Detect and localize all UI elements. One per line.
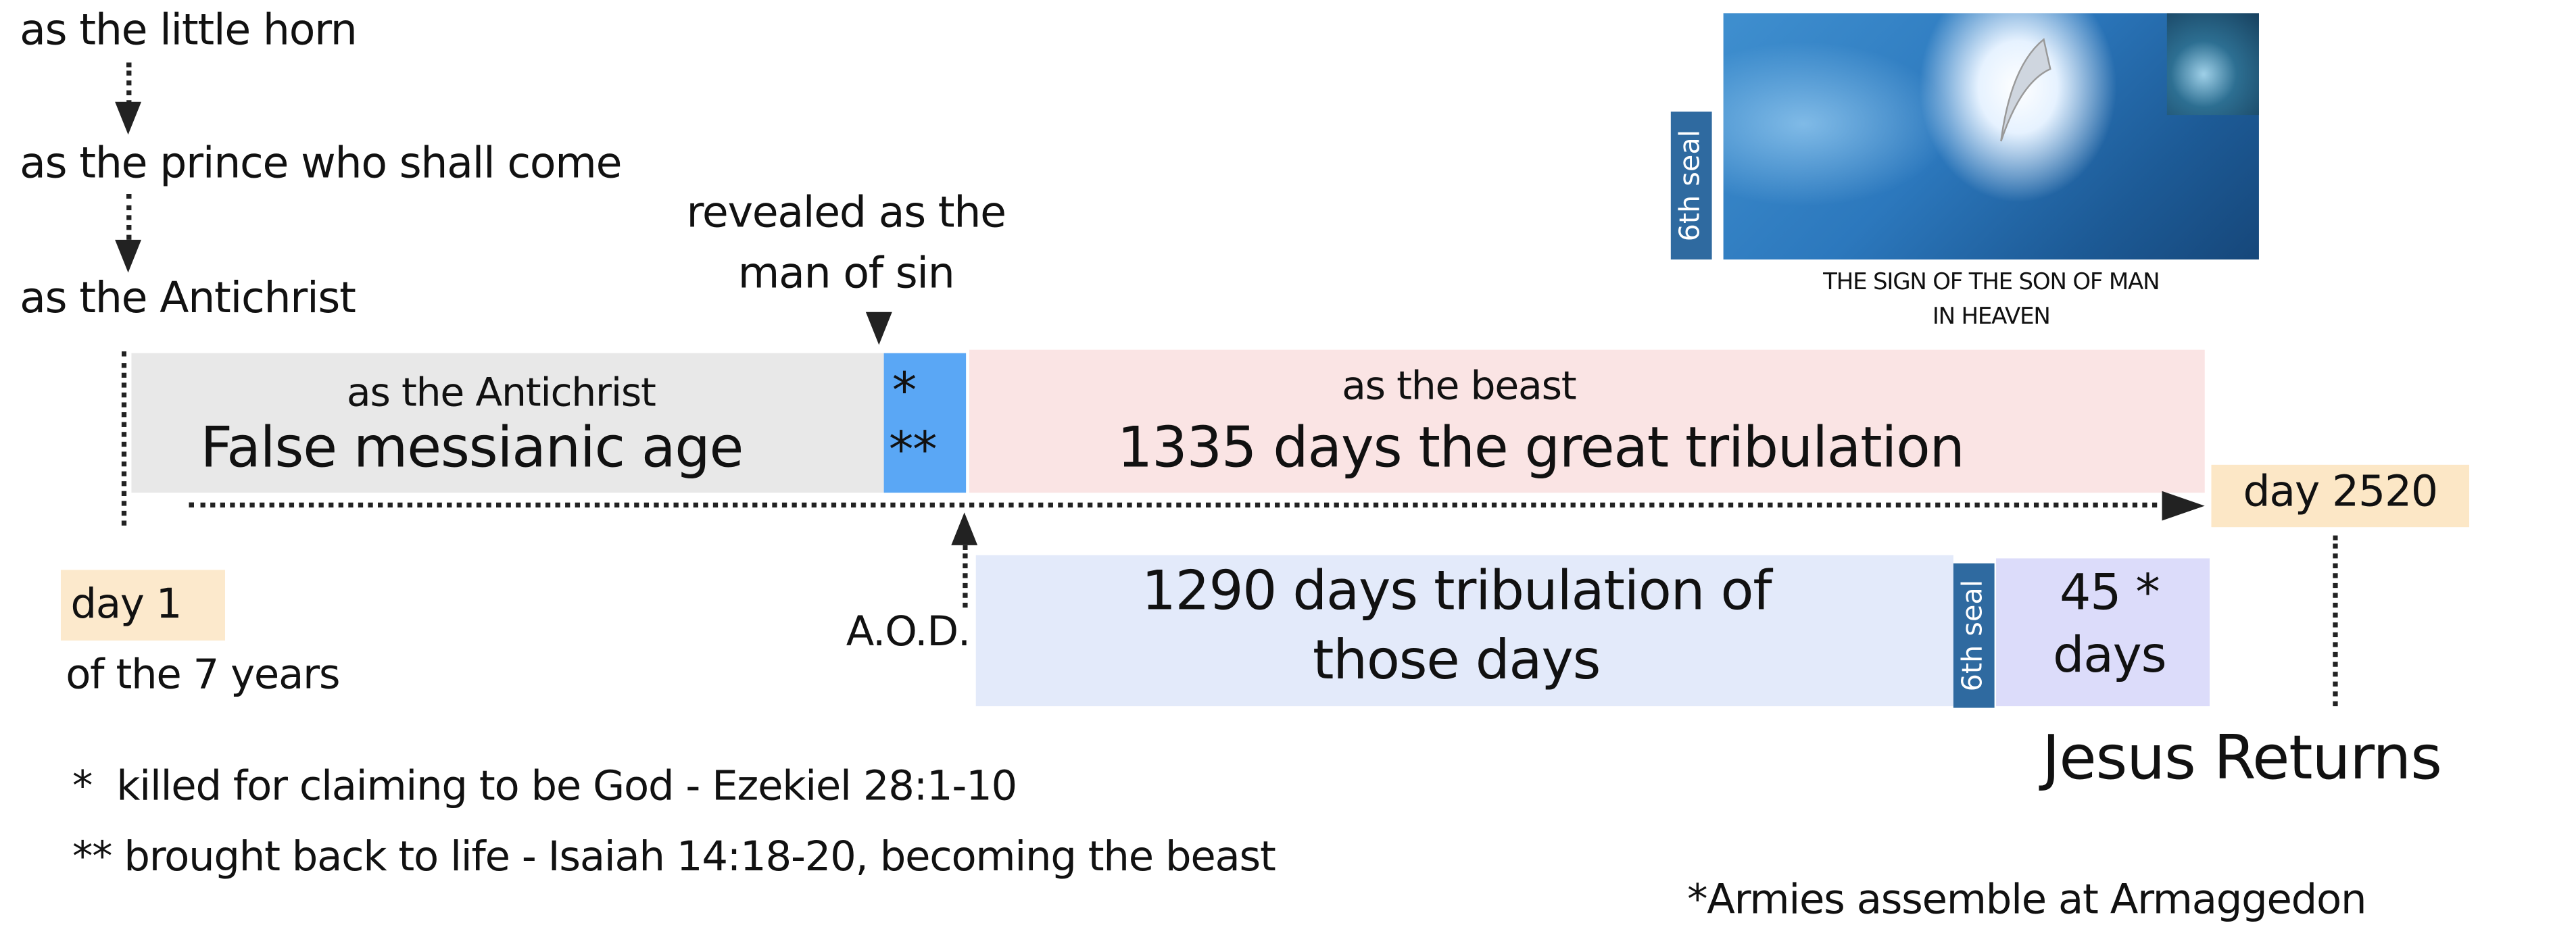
aod-connector xyxy=(963,545,968,608)
tribulation-title: 1335 days the great tribulation xyxy=(1117,415,1965,482)
day-1-box: day 1 xyxy=(60,570,225,641)
day-2520-box: day 2520 xyxy=(2211,464,2470,528)
sixth-seal-image-label: 6th seal xyxy=(1670,111,1712,260)
age-title: False messianic age xyxy=(200,415,744,482)
sign-caption-line2: IN HEAVEN xyxy=(1932,303,2051,330)
stars-overlay xyxy=(2166,13,2259,116)
star-marker-box: * ** xyxy=(883,353,967,493)
age-subtitle: as the Antichrist xyxy=(346,369,656,416)
45-days-line2: days xyxy=(2053,627,2166,685)
jesus-returns-label: Jesus Returns xyxy=(2042,722,2442,793)
arrow-up-icon xyxy=(951,512,978,545)
those-days-line1: 1290 days tribulation of xyxy=(1141,558,1772,623)
stage-antichrist: as the Antichrist xyxy=(20,274,356,324)
stage-prince: as the prince who shall come xyxy=(20,139,622,189)
sixth-seal-marker: 6th seal xyxy=(1953,563,1995,708)
45-days-line1: 45 * xyxy=(2059,565,2160,623)
those-days-line2: those days xyxy=(1313,627,1601,692)
seal-label: 6th seal xyxy=(1957,579,1991,692)
arrow-down-icon xyxy=(115,239,142,273)
tribulation-subtitle: as the beast xyxy=(1342,363,1577,409)
45-days-box: 45 * days xyxy=(1996,558,2210,707)
return-marker-line xyxy=(2333,535,2338,707)
great-tribulation-box: as the beast 1335 days the great tribula… xyxy=(969,349,2205,493)
arrow-down-icon xyxy=(865,312,892,345)
footnote-armies: *Armies assemble at Armaggedon xyxy=(1687,875,2366,923)
seal-label: 6th seal xyxy=(1674,129,1708,242)
dotted-connector xyxy=(126,62,132,105)
single-star: * xyxy=(892,363,917,421)
footnote-single-star: * killed for claiming to be God - Ezekie… xyxy=(72,762,1017,810)
tribulation-of-those-days-box: 1290 days tribulation of those days xyxy=(975,555,1953,707)
day-1-label: day 1 xyxy=(70,579,183,628)
sickle-icon xyxy=(2000,38,2051,142)
sign-of-son-of-man-image xyxy=(1723,13,2259,260)
timeline-axis xyxy=(189,502,2169,508)
day-1-caption: of the 7 years xyxy=(66,650,340,698)
double-star: ** xyxy=(888,422,938,480)
stage-little-horn: as the little horn xyxy=(20,6,358,56)
start-marker-line xyxy=(121,351,127,526)
sign-caption-line1: THE SIGN OF THE SON OF MAN xyxy=(1823,269,2160,296)
false-messianic-age-box: as the Antichrist False messianic age xyxy=(131,353,884,493)
revealed-line1: revealed as the xyxy=(686,189,1007,239)
revealed-line2: man of sin xyxy=(737,249,955,299)
dotted-connector xyxy=(126,193,132,240)
arrow-right-icon xyxy=(2162,491,2205,521)
footnote-double-star: ** brought back to life - Isaiah 14:18-2… xyxy=(72,832,1276,880)
day-2520-label: day 2520 xyxy=(2243,468,2439,518)
arrow-down-icon xyxy=(115,101,142,135)
